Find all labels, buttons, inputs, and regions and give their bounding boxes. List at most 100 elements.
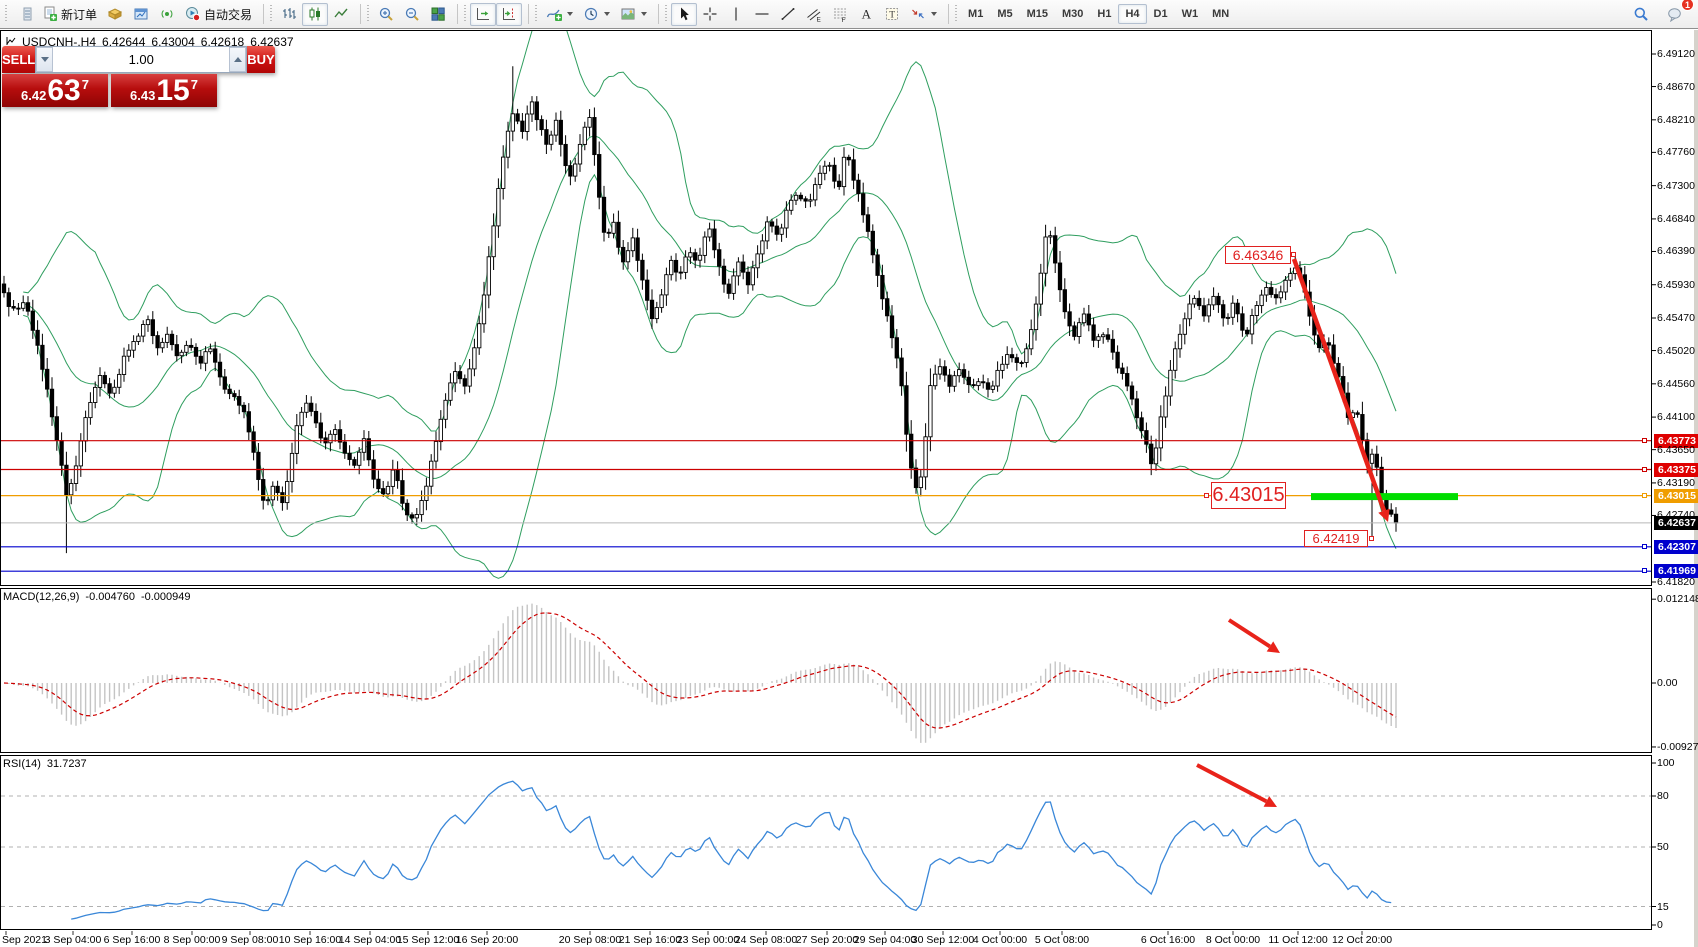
- vline-glyph: [735, 7, 737, 21]
- horizontal-line-button[interactable]: [749, 3, 775, 26]
- line-handle[interactable]: [1642, 543, 1647, 549]
- sell-price-pip: 7: [81, 77, 89, 92]
- triangle-down-icon: [40, 57, 49, 62]
- text-label-button[interactable]: T: [879, 3, 905, 26]
- timeframe-h4-button[interactable]: H4: [1118, 4, 1147, 24]
- bars-glyph: [283, 8, 297, 19]
- auto-trade-glyph: [186, 7, 201, 22]
- arrows-glyph: [912, 9, 924, 19]
- line-chart-button[interactable]: [328, 3, 354, 26]
- price-annotation[interactable]: 6.46346: [1225, 246, 1291, 264]
- volume-stepper: [35, 46, 248, 73]
- macd-axis-label: -0.00927: [1657, 740, 1698, 753]
- volume-input[interactable]: [53, 47, 230, 72]
- metaeditor-button[interactable]: [102, 3, 128, 26]
- textT-glyph: T: [886, 8, 899, 21]
- tile-windows-button[interactable]: [425, 3, 451, 26]
- chart-fragment[interactable]: [11, 3, 37, 26]
- toolbar-grip: [269, 5, 275, 23]
- sell-price-prefix: 6.42: [21, 88, 47, 103]
- time-axis-label: 30 Sep 12:00: [911, 934, 975, 946]
- autotrading-button[interactable]: 自动交易: [180, 3, 257, 26]
- time-axis-label: 15 Sep 12:00: [396, 934, 460, 946]
- time-axis-label: 12 Oct 20:00: [1331, 934, 1393, 946]
- equidistant-channel-button[interactable]: E: [801, 3, 827, 26]
- toolbar-right: 1: [1628, 0, 1694, 26]
- search-button[interactable]: [1628, 3, 1654, 26]
- cursor-button[interactable]: [671, 2, 698, 26]
- sell-price-main: 63: [47, 74, 81, 107]
- timeframe-m15-button[interactable]: M15: [1026, 8, 1048, 20]
- notifications-button[interactable]: 1: [1662, 0, 1694, 26]
- volume-increase-button[interactable]: [229, 47, 247, 72]
- triangle-up-icon: [233, 57, 242, 62]
- new-order-button[interactable]: 新订单: [37, 3, 102, 26]
- time-axis-label: 8 Oct 00:00: [1205, 934, 1261, 946]
- price-axis-gutter: [1652, 30, 1698, 931]
- zoom-out-glyph: [405, 7, 419, 21]
- indicators-dropdown[interactable]: [541, 3, 578, 26]
- blue-window-glyph: [134, 8, 148, 20]
- price-line-tag: 6.42637: [1654, 515, 1698, 530]
- candlestick-button[interactable]: [302, 2, 329, 26]
- text-button[interactable]: A: [853, 3, 879, 26]
- crosshair-button[interactable]: [697, 3, 723, 26]
- timeframe-h1-button[interactable]: H1: [1097, 8, 1112, 20]
- line-handle[interactable]: [1642, 466, 1647, 472]
- macd-panel[interactable]: [0, 588, 1652, 753]
- periods-dropdown[interactable]: [578, 3, 615, 26]
- toolbar-separator: [451, 4, 459, 24]
- zoom-out-button[interactable]: [399, 3, 425, 26]
- templates-dropdown[interactable]: [615, 3, 652, 26]
- auto-scroll-button[interactable]: [470, 2, 497, 26]
- zoom-in-button[interactable]: [373, 3, 399, 26]
- price-annotation[interactable]: 6.42419: [1304, 530, 1368, 547]
- annotation-handle[interactable]: [1369, 536, 1374, 541]
- main-chart-panel[interactable]: [0, 30, 1652, 586]
- annotation-handle[interactable]: [1291, 252, 1296, 257]
- line-handle[interactable]: [1642, 568, 1647, 574]
- time-axis-label: 3 Sep 04:00: [44, 934, 102, 946]
- rsi-panel[interactable]: [0, 755, 1652, 930]
- price-axis-label: 6.47300: [1657, 179, 1695, 192]
- trendline-button[interactable]: [775, 3, 801, 26]
- annotation-handle[interactable]: [1204, 493, 1209, 498]
- candles-glyph: [309, 7, 321, 21]
- price-line-tag: 6.42307: [1654, 539, 1698, 554]
- line-handle[interactable]: [1642, 437, 1647, 443]
- search-glyph: [1634, 7, 1648, 21]
- rsi-name: RSI(14): [3, 758, 41, 770]
- sell-button[interactable]: SELL: [2, 46, 36, 73]
- buy-price-main: 15: [156, 74, 190, 107]
- timeframe-m5-button[interactable]: M5: [997, 8, 1013, 20]
- timeframe-w1-button[interactable]: W1: [1181, 8, 1199, 20]
- chart-shift-button[interactable]: [496, 2, 523, 26]
- timeframe-d1-button[interactable]: D1: [1153, 8, 1168, 20]
- toolbar-separator: [522, 4, 530, 24]
- chart-window-button[interactable]: [128, 3, 154, 26]
- buy-price-display[interactable]: 6.43 15 7: [111, 74, 217, 107]
- autoscroll-glyph: [477, 8, 490, 20]
- arrows-dropdown[interactable]: [905, 3, 942, 26]
- price-axis-label: 6.43650: [1657, 443, 1695, 456]
- time-axis-label: 24 Sep 08:00: [734, 934, 798, 946]
- timeframe-mn-button[interactable]: MN: [1212, 8, 1230, 20]
- timeframe-m1-button[interactable]: M1: [968, 8, 984, 20]
- bar-chart-button[interactable]: [276, 3, 302, 26]
- macd-axis-label: 0.00: [1657, 677, 1678, 689]
- chat-glyph: [1668, 8, 1681, 22]
- buy-price-pip: 7: [190, 77, 198, 92]
- sell-price-display[interactable]: 6.42 63 7: [2, 74, 108, 107]
- price-annotation[interactable]: 6.43015: [1211, 482, 1286, 509]
- fibonacci-button[interactable]: F: [827, 3, 853, 26]
- signals-button[interactable]: [154, 3, 180, 26]
- volume-decrease-button[interactable]: [36, 47, 54, 72]
- timeframe-m30-button[interactable]: M30: [1062, 8, 1084, 20]
- toolbar-separator: [354, 4, 362, 24]
- zoom-in-glyph: [379, 7, 393, 21]
- line-handle[interactable]: [1642, 492, 1647, 498]
- vertical-line-button[interactable]: [723, 3, 749, 26]
- buy-button[interactable]: BUY: [247, 46, 275, 73]
- price-axis-label: 6.49120: [1657, 48, 1695, 60]
